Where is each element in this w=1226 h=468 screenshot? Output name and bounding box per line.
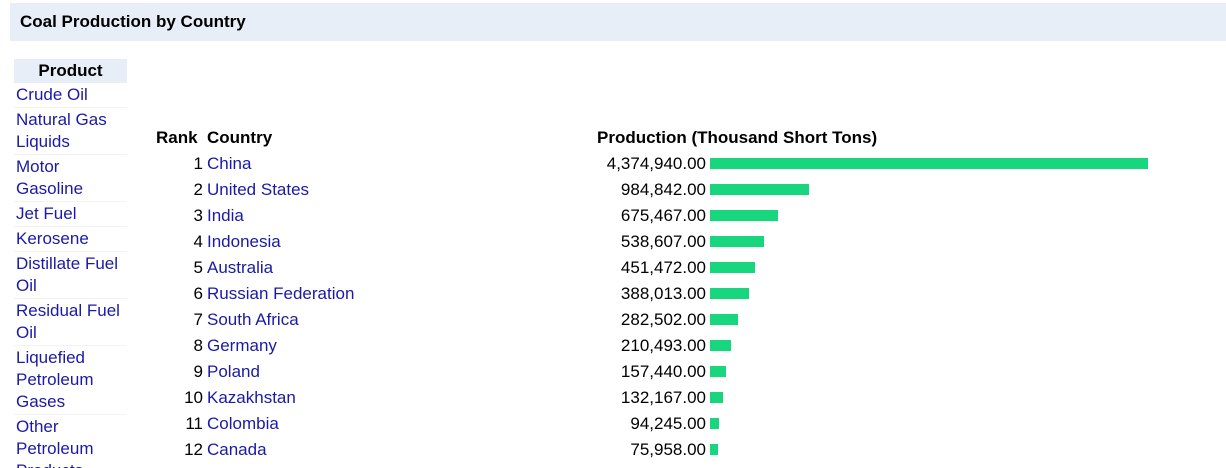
production-bar: [710, 314, 738, 325]
sidebar-item-natural-gas-liquids[interactable]: Natural Gas Liquids: [14, 108, 127, 155]
rank-cell: 4: [193, 232, 203, 251]
production-bar: [710, 288, 749, 299]
country-column-header: Country: [207, 128, 273, 147]
rank-cell: 10: [184, 388, 203, 407]
production-bar: [710, 210, 778, 221]
table-row: 8 Germany 210,493.00: [0, 333, 1226, 359]
production-value: 984,842.00: [620, 180, 706, 199]
rank-cell: 11: [185, 414, 203, 433]
production-bar: [710, 184, 809, 195]
rank-cell: 9: [193, 362, 203, 381]
sidebar-item-liquefied-petroleum-gases[interactable]: Liquefied Petroleum Gases: [14, 346, 127, 415]
rank-cell: 2: [193, 180, 203, 199]
production-value: 675,467.00: [620, 206, 706, 225]
table-row: 11 Colombia 94,245.00: [0, 411, 1226, 437]
production-bar: [710, 262, 755, 273]
sidebar-item-other-petroleum-products[interactable]: Other Petroleum Products: [14, 415, 127, 468]
production-value: 94,245.00: [630, 414, 706, 433]
country-link[interactable]: Germany: [207, 336, 277, 355]
production-bar: [710, 444, 718, 455]
rank-cell: 12: [184, 440, 203, 459]
product-sidebar: Product Crude Oil Natural Gas Liquids Mo…: [14, 59, 127, 468]
production-value: 210,493.00: [620, 336, 706, 355]
production-value: 282,502.00: [620, 310, 706, 329]
rank-cell: 1: [193, 154, 203, 173]
page-title: Coal Production by Country: [20, 12, 246, 31]
country-link[interactable]: South Africa: [207, 310, 299, 329]
production-bar: [710, 392, 723, 403]
sidebar-item-jet-fuel[interactable]: Jet Fuel: [14, 202, 127, 227]
country-link[interactable]: Australia: [207, 258, 274, 277]
country-link[interactable]: Kazakhstan: [207, 388, 296, 407]
sidebar-item-crude-oil[interactable]: Crude Oil: [14, 83, 127, 108]
production-bar: [710, 236, 764, 247]
rank-cell: 8: [193, 336, 203, 355]
production-column-header: Production (Thousand Short Tons): [597, 128, 878, 147]
table-row: 7 South Africa 282,502.00: [0, 307, 1226, 333]
production-bar: [710, 340, 731, 351]
table-row: 2 United States 984,842.00: [0, 177, 1226, 203]
production-value: 388,013.00: [620, 284, 706, 303]
production-value: 75,958.00: [630, 440, 706, 459]
production-bar: [710, 158, 1148, 169]
table-row: 12 Canada 75,958.00: [0, 437, 1226, 463]
rank-cell: 3: [193, 206, 203, 225]
rank-cell: 6: [193, 284, 203, 303]
rank-column-header: Rank: [156, 128, 198, 147]
table-row: 4 Indonesia 538,607.00: [0, 229, 1226, 255]
table-row: 5 Australia 451,472.00: [0, 255, 1226, 281]
country-link[interactable]: Canada: [207, 440, 267, 459]
country-link[interactable]: Indonesia: [207, 232, 281, 251]
country-link[interactable]: India: [207, 206, 244, 225]
table-row: 1 China 4,374,940.00: [0, 151, 1226, 177]
rank-cell: 7: [193, 310, 203, 329]
country-link[interactable]: Russian Federation: [207, 284, 355, 303]
table-row: 10 Kazakhstan 132,167.00: [0, 385, 1226, 411]
country-link[interactable]: Poland: [207, 362, 260, 381]
production-value: 451,472.00: [620, 258, 706, 277]
production-value: 157,440.00: [620, 362, 706, 381]
country-link[interactable]: Colombia: [207, 414, 279, 433]
production-value: 538,607.00: [620, 232, 706, 251]
table-row: 9 Poland 157,440.00: [0, 359, 1226, 385]
sidebar-item-distillate-fuel-oil[interactable]: Distillate Fuel Oil: [14, 252, 127, 299]
production-value: 132,167.00: [620, 388, 706, 407]
sidebar-item-residual-fuel-oil[interactable]: Residual Fuel Oil: [14, 299, 127, 346]
table-row: 6 Russian Federation 388,013.00: [0, 281, 1226, 307]
country-link[interactable]: China: [207, 154, 252, 173]
country-link[interactable]: United States: [207, 180, 310, 199]
production-value: 4,374,940.00: [606, 154, 706, 173]
page-header: Coal Production by Country: [10, 3, 1226, 41]
rank-cell: 5: [193, 258, 203, 277]
sidebar-item-motor-gasoline[interactable]: Motor Gasoline: [14, 155, 127, 202]
sidebar-item-kerosene[interactable]: Kerosene: [14, 227, 127, 252]
sidebar-heading: Product: [14, 59, 127, 83]
production-bar: [710, 366, 726, 377]
production-bar: [710, 418, 719, 429]
table-row: 3 India 675,467.00: [0, 203, 1226, 229]
